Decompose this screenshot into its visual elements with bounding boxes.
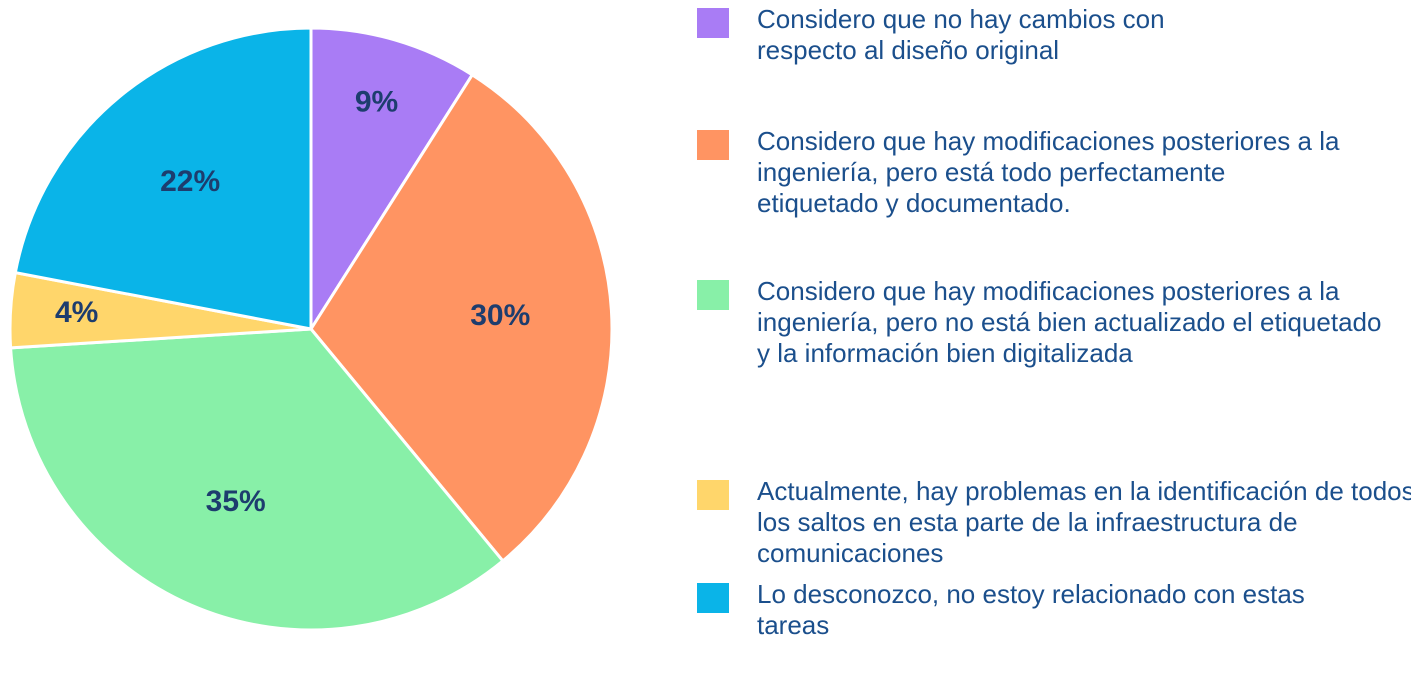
legend-swatch bbox=[697, 480, 729, 510]
pie-slice bbox=[13, 26, 313, 331]
legend-label: Lo desconozco, no estoy relacionado con … bbox=[757, 579, 1305, 640]
legend-swatch bbox=[697, 130, 729, 160]
pie-slice bbox=[309, 72, 614, 564]
legend-label: Considero que hay modificaciones posteri… bbox=[757, 276, 1382, 368]
pie-slice bbox=[9, 327, 505, 632]
chart: 9% 30% 35% 4% 22% bbox=[8, 26, 614, 632]
legend-label: Considero que hay modificaciones posteri… bbox=[757, 126, 1340, 218]
data-label: 22% bbox=[160, 165, 220, 198]
data-label: 4% bbox=[55, 296, 98, 329]
legend-swatch bbox=[697, 8, 729, 38]
pie-slice bbox=[309, 26, 475, 335]
legend-label: Considero que no hay cambios con respect… bbox=[757, 4, 1165, 65]
data-label: 9% bbox=[355, 85, 398, 118]
legend-swatch bbox=[697, 280, 729, 310]
legend-swatch bbox=[697, 583, 729, 613]
legend-label: Actualmente, hay problemas en la identif… bbox=[757, 476, 1411, 568]
data-label: 30% bbox=[470, 299, 530, 332]
data-label: 35% bbox=[206, 485, 266, 518]
